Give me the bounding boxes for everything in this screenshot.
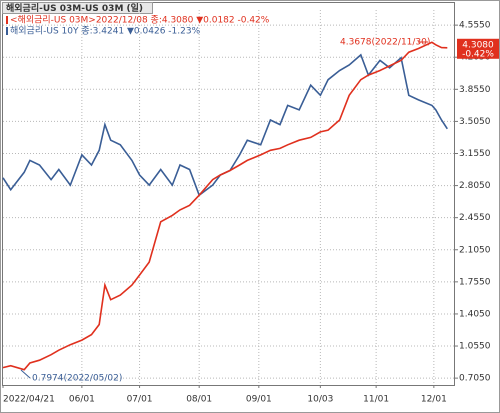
y-tick-label: 1.0550 [459, 342, 491, 352]
y-tick-label: 1.7550 [459, 277, 491, 287]
x-tick-label: 11/01 [363, 395, 389, 405]
y-tick-label: 2.8050 [459, 181, 491, 191]
y-tick-label: 4.5550 [459, 21, 491, 31]
annotation: 0.7974(2022/05/02) [32, 374, 122, 384]
y-tick-label: 1.4050 [459, 309, 491, 319]
end-label-box [457, 38, 499, 59]
x-tick-label: 12/01 [421, 395, 447, 405]
title-box [2, 2, 153, 14]
legend-label: 해외금리-US 10Y 종:3.4241 ▼0.0426 -1.23% [10, 25, 201, 37]
y-tick-label: 0.7050 [459, 374, 491, 384]
legend-swatch [6, 27, 8, 35]
y-tick-label: 2.4550 [459, 213, 491, 223]
y-tick-label: 3.5050 [459, 117, 491, 127]
y-tick-label: 3.1550 [459, 149, 491, 159]
x-tick-label: 08/01 [186, 395, 212, 405]
annotation-leader [20, 369, 31, 379]
x-tick-label: 2022/04/21 [3, 395, 55, 405]
x-tick-label: 06/01 [69, 395, 95, 405]
x-tick-label: 10/03 [307, 395, 333, 405]
annotation: 4.3678(2022/11/30) [340, 38, 430, 48]
plot-frame [2, 2, 455, 386]
x-tick-label: 09/01 [246, 395, 272, 405]
legend-label: <해외금리-US 03M>2022/12/08 종:4.3080 ▼0.0182… [10, 14, 270, 26]
legend-swatch [6, 16, 8, 24]
end-label: -0.42% [462, 49, 494, 59]
x-tick-label: 07/01 [127, 395, 153, 405]
chart-title: 해외금리-US 03M-US 03M (일) [6, 2, 143, 14]
y-tick-label: 3.8550 [459, 85, 491, 95]
end-label: 4.3080 [462, 40, 494, 50]
y-tick-label: 2.1050 [459, 245, 491, 255]
series-line [2, 41, 448, 371]
